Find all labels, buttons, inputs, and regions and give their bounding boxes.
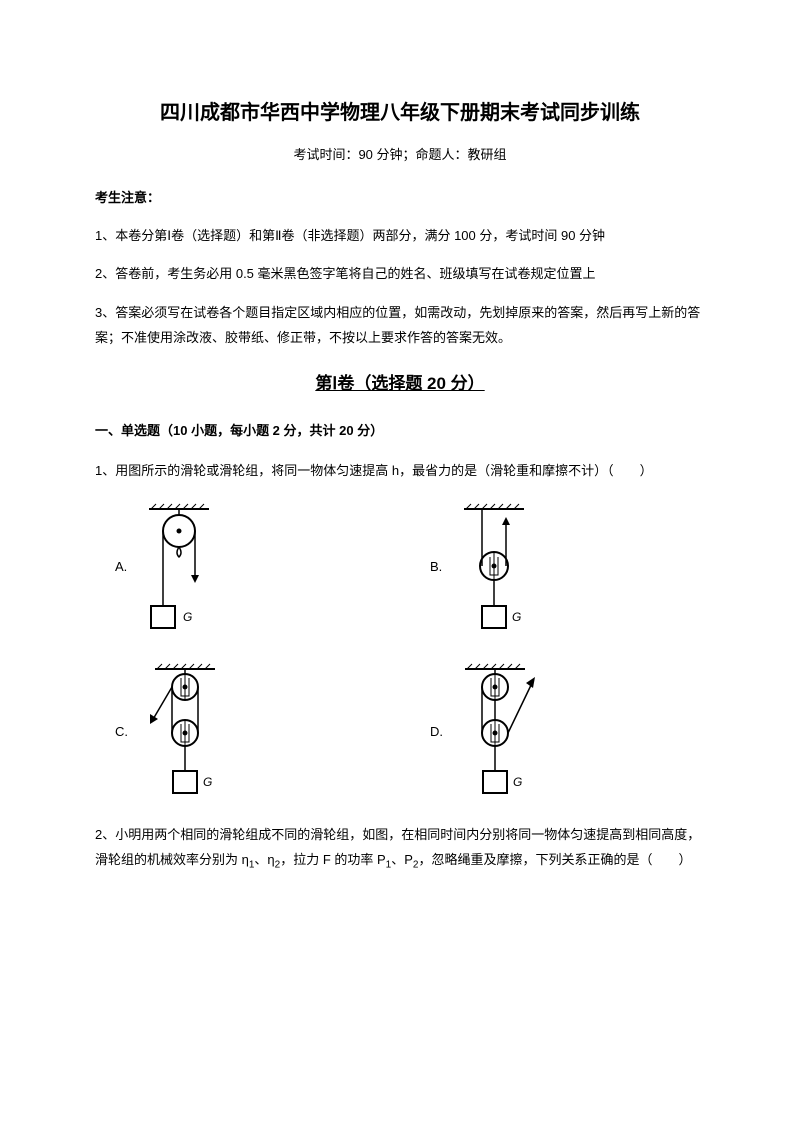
- page-title: 四川成都市华西中学物理八年级下册期末考试同步训练: [95, 95, 705, 131]
- option-a: A. G: [115, 501, 370, 631]
- question-1-text: 1、用图所示的滑轮或滑轮组，将同一物体匀速提高 h，最省力的是（滑轮重和摩擦不计…: [95, 459, 705, 484]
- notice-item-3: 3、答案必须写在试卷各个题目指定区域内相应的位置，如需改动，先划掉原来的答案，然…: [95, 301, 705, 350]
- pulley-diagram-c: G: [140, 661, 230, 801]
- svg-text:G: G: [513, 775, 522, 789]
- notice-item-2: 2、答卷前，考生务必用 0.5 毫米黑色签字笔将自己的姓名、班级填写在试卷规定位…: [95, 262, 705, 287]
- subsection-heading: 一、单选题（10 小题，每小题 2 分，共计 20 分）: [95, 419, 705, 442]
- page-subtitle: 考试时间：90 分钟；命题人：教研组: [95, 143, 705, 166]
- question-2-text: 2、小明用两个相同的滑轮组成不同的滑轮组，如图，在相同时间内分别将同一物体匀速提…: [95, 823, 705, 874]
- option-a-label: A.: [115, 555, 127, 578]
- q2-mid2: ，拉力 F 的功率 P: [280, 852, 385, 867]
- section-1-heading: 第Ⅰ卷（选择题 20 分）: [95, 369, 705, 400]
- option-c-label: C.: [115, 720, 128, 743]
- option-d: D.: [430, 661, 685, 801]
- svg-text:G: G: [512, 610, 521, 624]
- option-b: B. G: [430, 501, 685, 631]
- svg-text:G: G: [203, 775, 212, 789]
- pulley-diagram-a: G: [139, 501, 219, 631]
- question-1-options: A. G B.: [95, 501, 705, 801]
- q2-suffix: ，忽略绳重及摩擦，下列关系正确的是（ ）: [418, 852, 691, 867]
- svg-text:G: G: [183, 610, 192, 624]
- q2-mid3: 、P: [391, 852, 413, 867]
- notice-item-1: 1、本卷分第Ⅰ卷（选择题）和第Ⅱ卷（非选择题）两部分，满分 100 分，考试时间…: [95, 224, 705, 249]
- q2-mid1: 、η: [254, 852, 274, 867]
- option-d-label: D.: [430, 720, 443, 743]
- pulley-diagram-d: G: [455, 661, 550, 801]
- option-b-label: B.: [430, 555, 442, 578]
- option-c: C.: [115, 661, 370, 801]
- notice-heading: 考生注意：: [95, 186, 705, 209]
- pulley-diagram-b: G: [454, 501, 534, 631]
